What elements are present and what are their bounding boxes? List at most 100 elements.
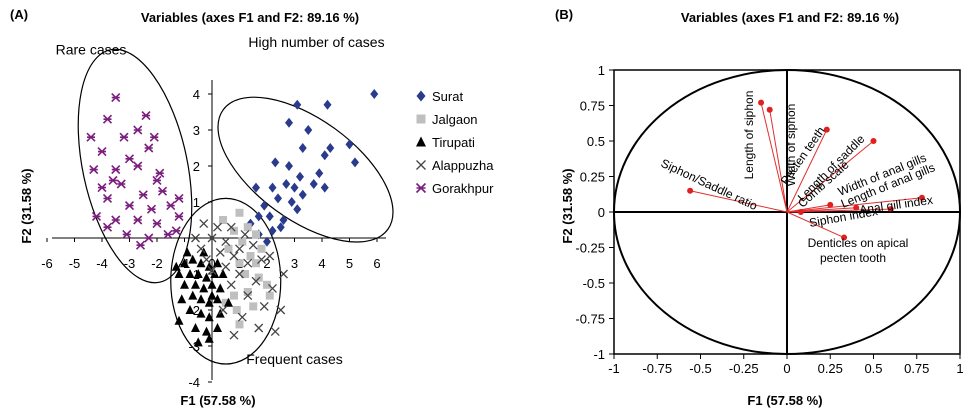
point-surat <box>326 143 335 153</box>
point-tirupati <box>204 333 214 343</box>
point-gorakhpur <box>174 193 184 203</box>
panel-a-title: Variables (axes F1 and F2: 89.16 %) <box>141 10 359 25</box>
loading-vector-label: Width of siphon <box>784 104 798 187</box>
legend-label-surat: Surat <box>432 89 463 104</box>
point-tirupati <box>218 269 228 278</box>
point-gorakhpur <box>166 201 176 211</box>
point-tirupati <box>174 315 184 325</box>
point-surat <box>268 182 277 193</box>
panel-a-y-tick-label: -4 <box>188 375 200 390</box>
point-alappuzha <box>191 233 200 243</box>
point-tirupati <box>191 323 200 332</box>
point-jalgaon <box>219 216 227 224</box>
panel-a-x-tick-label: 0 <box>208 256 215 271</box>
loading-vector-line <box>760 102 788 213</box>
point-surat <box>271 157 280 168</box>
panel-a-y-axis-label: F2 (31.58 %) <box>19 168 34 243</box>
point-gorakhpur <box>124 154 135 164</box>
panel-a-y-tick-label: 3 <box>193 123 200 138</box>
point-alappuzha <box>254 323 264 333</box>
panel-a-group-ellipse <box>77 48 193 284</box>
point-tirupati <box>202 272 211 282</box>
point-tirupati <box>177 294 187 304</box>
panel-a-y-tick-label: -3 <box>188 339 200 354</box>
panel-a-group-ellipse <box>217 96 394 243</box>
point-tirupati <box>188 254 198 264</box>
point-jalgaon <box>249 302 258 311</box>
point-surat <box>260 200 269 211</box>
point-surat <box>304 125 313 135</box>
point-alappuzha <box>215 247 225 257</box>
panel-b-x-tick-label: -1 <box>608 361 620 376</box>
point-gorakhpur <box>102 222 113 232</box>
panel-b-x-ticks: -1 -0.75 -0.5 -0.25 0 0.25 0.5 0.75 1 <box>608 354 964 376</box>
panel-b-y-axis-label: F2 (31.58 %) <box>560 168 575 243</box>
loading-vector-line <box>786 211 845 239</box>
point-tirupati <box>193 337 203 347</box>
panel-a-x-tick-label: 4 <box>318 256 325 271</box>
point-surat <box>293 99 302 110</box>
point-tirupati <box>213 258 222 268</box>
point-surat <box>252 182 260 193</box>
loading-vector-point <box>841 234 848 241</box>
point-surat <box>296 171 304 182</box>
point-tirupati <box>196 258 206 268</box>
panel-a-y-tick-label: 4 <box>193 87 200 102</box>
point-gorakhpur <box>97 183 107 193</box>
loading-vector-line <box>786 208 891 213</box>
point-jalgaon <box>232 306 241 314</box>
point-tirupati <box>196 308 206 318</box>
point-surat <box>351 157 359 168</box>
point-gorakhpur <box>111 165 121 175</box>
loading-vector-point <box>918 194 925 201</box>
point-gorakhpur <box>97 147 107 157</box>
loading-vector-point <box>766 106 773 113</box>
point-surat <box>323 99 332 110</box>
panel-a-annotations: Rare cases High number of cases Frequent c… <box>56 34 385 367</box>
panel-b-y-tick-label: 0 <box>598 205 605 220</box>
point-jalgaon <box>221 298 230 307</box>
point-tirupati <box>224 297 233 307</box>
point-alappuzha <box>243 291 253 301</box>
panel-a-group-ellipses <box>77 48 394 365</box>
panel-a-x-axis-label: F1 (57.58 %) <box>180 393 255 408</box>
point-gorakhpur <box>119 132 129 142</box>
panel-a-y-ticks: -4 -3 -2 -1 1 2 3 4 <box>188 87 212 390</box>
point-alappuzha <box>243 258 253 268</box>
point-tirupati <box>185 305 195 314</box>
point-gorakhpur <box>89 165 99 175</box>
point-gorakhpur <box>157 186 168 196</box>
panel-b-x-tick-label: 1 <box>956 361 963 376</box>
loading-vector-point <box>797 209 804 215</box>
panel-a-annotation: High number of cases <box>248 34 384 50</box>
point-gorakhpur <box>108 175 118 185</box>
point-jalgaon <box>252 259 260 268</box>
point-gorakhpur <box>152 219 162 229</box>
point-surat <box>290 182 299 193</box>
point-tirupati <box>174 269 184 278</box>
point-gorakhpur <box>111 215 121 225</box>
point-gorakhpur <box>149 132 159 142</box>
panel-a-y-tick-label: -1 <box>188 267 200 282</box>
panel-b-y-tick-label: -0.5 <box>583 276 605 291</box>
panel-a-y-tick-label: 2 <box>193 159 200 174</box>
point-alappuzha <box>279 269 288 279</box>
panel-a-y-tick-label: -2 <box>188 303 200 318</box>
point-tirupati <box>188 290 198 300</box>
point-tirupati <box>213 294 222 304</box>
panel-b-x-tick-label: -0.75 <box>642 361 672 376</box>
point-jalgaon <box>241 270 249 278</box>
point-gorakhpur <box>138 190 148 200</box>
point-alappuzha <box>207 265 217 275</box>
point-jalgaon <box>243 288 252 296</box>
point-alappuzha <box>248 240 258 250</box>
point-alappuzha <box>202 255 211 265</box>
loading-vector-line <box>786 129 828 213</box>
point-gorakhpur <box>171 226 181 236</box>
point-gorakhpur <box>163 229 173 239</box>
point-jalgaon <box>265 291 274 300</box>
point-tirupati <box>213 323 222 332</box>
point-tirupati <box>171 261 181 271</box>
panel-b-x-tick-label: 0.5 <box>864 361 882 376</box>
